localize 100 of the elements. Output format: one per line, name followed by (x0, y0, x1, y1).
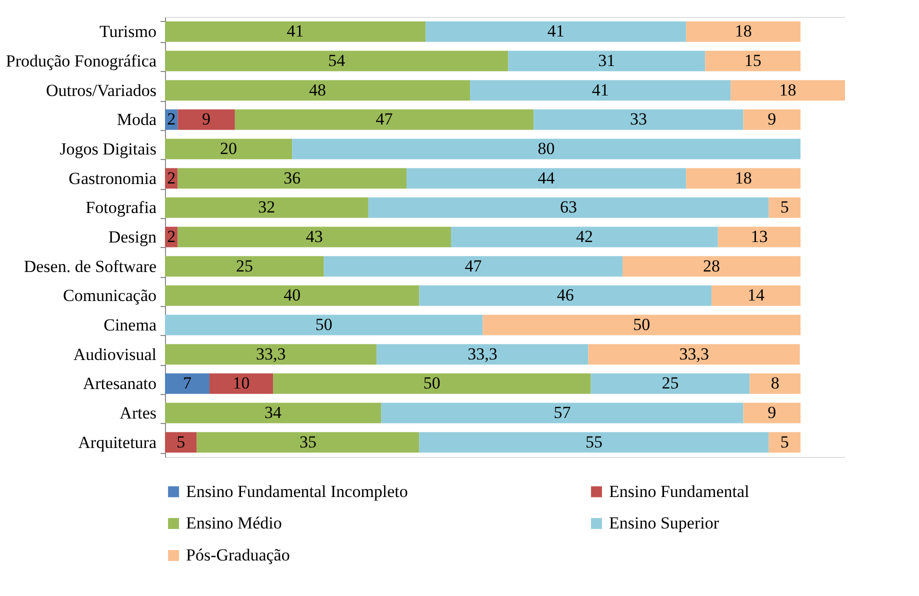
legend-label: Pós-Graduação (186, 546, 290, 564)
bar (718, 226, 801, 248)
data-label: 15 (744, 51, 762, 70)
bar (450, 226, 718, 248)
y-tick-label: Turismo (99, 22, 156, 42)
data-label: 54 (328, 51, 346, 70)
data-label: 9 (768, 403, 776, 422)
data-label: 2 (167, 110, 176, 129)
bar (165, 21, 426, 42)
y-tick-label: Produção Fonográfica (6, 52, 157, 70)
bar (165, 285, 420, 306)
y-tick-label: Fotografia (86, 198, 157, 218)
data-label: 33,3 (256, 344, 286, 364)
bar (209, 373, 274, 394)
data-label: 18 (734, 168, 752, 188)
bar (165, 402, 382, 424)
data-label: 33 (630, 110, 647, 129)
data-label: 46 (556, 286, 574, 305)
bar (705, 50, 801, 72)
bar (686, 168, 801, 189)
bar (419, 285, 712, 306)
bar (482, 314, 801, 336)
y-tick-label: Cinema (104, 316, 157, 334)
data-label: 34 (264, 403, 282, 422)
data-label: 47 (376, 110, 394, 129)
bar (730, 80, 845, 101)
data-label: 5 (780, 432, 789, 452)
data-label: 80 (538, 139, 555, 158)
data-label: 20 (220, 139, 238, 158)
y-tick-label: Gastronomia (68, 168, 157, 188)
data-label: 40 (284, 286, 301, 305)
bar (165, 344, 377, 365)
y-tick-label: Moda (116, 110, 157, 130)
bar (406, 168, 686, 189)
data-label: 36 (284, 168, 301, 188)
data-label: 32 (258, 198, 276, 217)
bar (381, 402, 744, 424)
legend-label: Ensino Fundamental (609, 482, 750, 501)
bar (234, 109, 534, 130)
data-label: 14 (748, 286, 766, 305)
bar (419, 432, 769, 453)
bar (165, 256, 324, 277)
bar (426, 21, 686, 42)
y-tick-label: Audiovisual (73, 344, 157, 364)
data-label: 44 (538, 168, 556, 188)
bar (324, 256, 623, 277)
bar (165, 432, 197, 453)
y-tick-label: Arquitetura (78, 432, 157, 452)
y-tick-label: Artes (120, 404, 156, 422)
data-label: 50 (315, 315, 332, 334)
bar (165, 197, 368, 218)
bar (750, 373, 801, 394)
bar (768, 432, 801, 453)
y-tick-label: Artesanato (82, 374, 156, 394)
bar (622, 256, 801, 277)
data-label: 25 (236, 256, 253, 276)
data-label: 41 (547, 22, 564, 41)
data-label: 8 (770, 374, 780, 393)
bar (470, 80, 731, 101)
data-label: 47 (464, 256, 482, 276)
y-tick-label: Comunicação (63, 286, 156, 306)
data-label: 41 (286, 22, 304, 41)
data-label: 63 (560, 198, 578, 217)
bar (178, 168, 406, 189)
bar (165, 80, 470, 101)
data-label: 55 (585, 432, 602, 452)
bar (292, 138, 801, 160)
data-label: 10 (232, 374, 250, 393)
data-label: 50 (633, 315, 650, 334)
bar (590, 373, 750, 394)
data-label: 5 (780, 198, 789, 217)
bar (368, 197, 769, 218)
data-label: 28 (703, 256, 720, 276)
bar (768, 197, 801, 218)
data-label: 48 (309, 80, 326, 100)
bar (686, 21, 801, 42)
data-label: 18 (779, 80, 796, 100)
bar (178, 109, 235, 130)
bar (743, 109, 801, 130)
bar (376, 344, 588, 365)
bar (712, 285, 801, 306)
data-label: 9 (202, 110, 211, 129)
legend-label: Ensino Superior (609, 514, 720, 532)
data-label: 43 (306, 227, 323, 246)
data-label: 57 (554, 403, 572, 422)
bar (508, 50, 706, 72)
y-tick-label: Design (108, 228, 157, 246)
data-label: 42 (576, 227, 593, 246)
bar (196, 432, 420, 453)
data-label: 9 (768, 110, 776, 129)
data-label: 2 (167, 227, 176, 246)
data-label: 5 (176, 432, 186, 452)
data-label: 33,3 (679, 344, 709, 364)
bar (165, 373, 210, 394)
bar (165, 138, 292, 160)
data-label: 13 (750, 227, 768, 246)
bar (743, 402, 801, 424)
data-label: 35 (299, 432, 316, 452)
data-label: 7 (182, 374, 192, 393)
data-label: 25 (662, 374, 679, 393)
